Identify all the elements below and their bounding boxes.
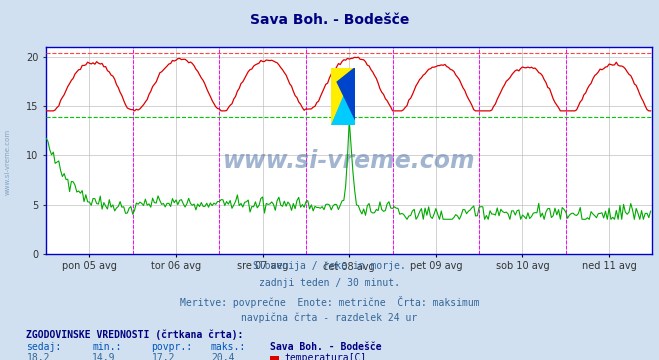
Polygon shape <box>337 68 355 120</box>
Polygon shape <box>331 68 355 126</box>
Text: povpr.:: povpr.: <box>152 342 192 352</box>
Text: 18,2: 18,2 <box>26 354 50 360</box>
Text: ZGODOVINSKE VREDNOSTI (črtkana črta):: ZGODOVINSKE VREDNOSTI (črtkana črta): <box>26 329 244 340</box>
Text: temperatura[C]: temperatura[C] <box>285 354 367 360</box>
Text: 17,2: 17,2 <box>152 354 175 360</box>
Text: Meritve: povprečne  Enote: metrične  Črta: maksimum: Meritve: povprečne Enote: metrične Črta:… <box>180 296 479 307</box>
Text: maks.:: maks.: <box>211 342 246 352</box>
Text: Slovenija / reke in morje.: Slovenija / reke in morje. <box>253 261 406 271</box>
Text: 20,4: 20,4 <box>211 354 235 360</box>
Text: min.:: min.: <box>92 342 122 352</box>
Text: Sava Boh. - Bodešče: Sava Boh. - Bodešče <box>250 13 409 27</box>
Text: sedaj:: sedaj: <box>26 342 61 352</box>
Text: 14,9: 14,9 <box>92 354 116 360</box>
Text: navpična črta - razdelek 24 ur: navpična črta - razdelek 24 ur <box>241 313 418 323</box>
Text: zadnji teden / 30 minut.: zadnji teden / 30 minut. <box>259 278 400 288</box>
Text: www.si-vreme.com: www.si-vreme.com <box>223 149 476 173</box>
Polygon shape <box>331 68 355 126</box>
Text: www.si-vreme.com: www.si-vreme.com <box>5 129 11 195</box>
Text: Sava Boh. - Bodešče: Sava Boh. - Bodešče <box>270 342 382 352</box>
